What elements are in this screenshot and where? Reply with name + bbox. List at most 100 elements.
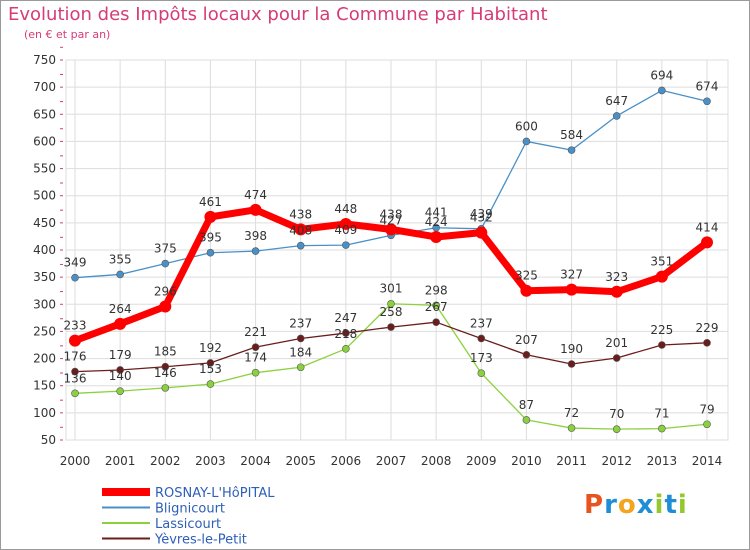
data-point <box>658 86 666 95</box>
data-point <box>342 241 350 249</box>
data-label: 153 <box>199 362 222 376</box>
data-label: 438 <box>289 207 312 221</box>
y-tick-label: 200 <box>33 352 56 366</box>
data-label: 184 <box>289 345 312 359</box>
x-tick-label: 2012 <box>601 454 632 468</box>
data-label: 136 <box>64 371 87 385</box>
data-label: 233 <box>64 319 87 333</box>
data-point <box>567 146 576 154</box>
x-tick-label: 2005 <box>285 454 316 468</box>
data-point <box>116 387 124 395</box>
data-point <box>703 97 711 106</box>
data-point <box>522 137 531 146</box>
data-label: 258 <box>380 305 403 319</box>
data-point <box>477 334 486 343</box>
data-label: 441 <box>425 206 448 220</box>
data-label: 174 <box>244 351 267 365</box>
y-tick-label: 450 <box>33 216 56 230</box>
data-point <box>116 366 124 374</box>
data-point <box>116 270 124 279</box>
logo-letter: P <box>584 490 605 520</box>
data-point <box>71 389 79 398</box>
data-point <box>204 210 217 223</box>
data-point <box>296 241 305 250</box>
data-point <box>385 223 397 236</box>
x-tick-label: 2011 <box>556 454 587 468</box>
data-label: 225 <box>650 323 673 337</box>
y-tick-label: 600 <box>33 134 56 148</box>
data-label: 79 <box>699 402 714 416</box>
data-label: 323 <box>605 270 628 284</box>
data-point <box>612 112 621 120</box>
data-point <box>251 368 260 377</box>
data-point <box>251 247 260 255</box>
data-label: 264 <box>109 302 132 316</box>
x-tick-label: 2001 <box>105 454 136 468</box>
data-label: 70 <box>609 407 624 421</box>
y-tick-label: 150 <box>33 379 56 393</box>
data-label: 432 <box>470 211 493 225</box>
data-label: 414 <box>696 220 719 234</box>
data-label: 427 <box>380 213 403 227</box>
data-point <box>296 334 305 343</box>
data-point <box>703 339 711 347</box>
data-label: 395 <box>199 231 222 245</box>
data-label: 438 <box>380 207 403 221</box>
y-tick-label: 550 <box>33 162 56 176</box>
y-tick-label: 100 <box>33 406 56 420</box>
data-label: 461 <box>199 195 222 209</box>
data-point <box>339 217 352 230</box>
data-point <box>612 425 621 433</box>
data-point <box>69 334 81 347</box>
data-label: 221 <box>244 325 267 339</box>
data-label: 179 <box>109 348 132 362</box>
data-label: 192 <box>199 341 222 355</box>
chart-title: Evolution des Impôts locaux pour la Comm… <box>8 4 548 25</box>
data-label: 424 <box>425 215 448 229</box>
data-point <box>567 424 576 432</box>
data-label: 584 <box>560 128 583 142</box>
y-axis: 50 100 150 200 250 300 350 400 450 500 550 600 650 70… <box>33 46 63 447</box>
data-point <box>206 248 215 257</box>
legend-label: Lassicourt <box>155 517 221 532</box>
y-tick-label: 300 <box>33 297 56 311</box>
data-point <box>249 203 262 216</box>
data-point <box>71 273 79 282</box>
x-tick-label: 2008 <box>421 454 452 468</box>
data-label: 327 <box>560 268 583 282</box>
data-label: 237 <box>470 316 493 330</box>
data-point <box>477 369 486 378</box>
x-tick-label: 2006 <box>331 454 362 468</box>
x-tick-label: 2000 <box>60 454 91 468</box>
series-group <box>69 86 713 433</box>
data-label: 207 <box>515 333 538 347</box>
legend-label: Blignicourt <box>155 502 225 517</box>
data-label: 247 <box>334 311 357 325</box>
legend-label: ROSNAY-L'HôPITAL <box>155 486 275 501</box>
data-point <box>658 424 666 433</box>
x-tick-label: 2014 <box>692 454 723 468</box>
x-tick-label: 2004 <box>240 454 271 468</box>
data-point <box>475 226 488 239</box>
y-tick-label: 350 <box>33 270 56 284</box>
data-point <box>432 301 440 310</box>
data-point <box>565 283 578 296</box>
data-point <box>655 270 668 283</box>
data-label: 398 <box>244 229 267 243</box>
chart-subtitle: (en € et par an) <box>24 28 111 41</box>
x-tick-label: 2002 <box>150 454 181 468</box>
data-label: 296 <box>154 284 177 298</box>
data-label: 409 <box>334 223 357 237</box>
data-point <box>430 230 443 243</box>
data-label: 694 <box>650 68 673 82</box>
data-point <box>522 416 531 424</box>
x-axis: 2000 2001 2002 2003 2004 2005 2006 2007 2008 2009… <box>60 454 723 468</box>
data-label: 229 <box>696 321 719 335</box>
data-label: 176 <box>64 350 87 364</box>
data-label: 674 <box>696 79 719 93</box>
data-point <box>71 367 79 376</box>
x-tick-label: 2010 <box>511 454 542 468</box>
data-point <box>296 363 305 372</box>
data-label: 600 <box>515 119 538 133</box>
